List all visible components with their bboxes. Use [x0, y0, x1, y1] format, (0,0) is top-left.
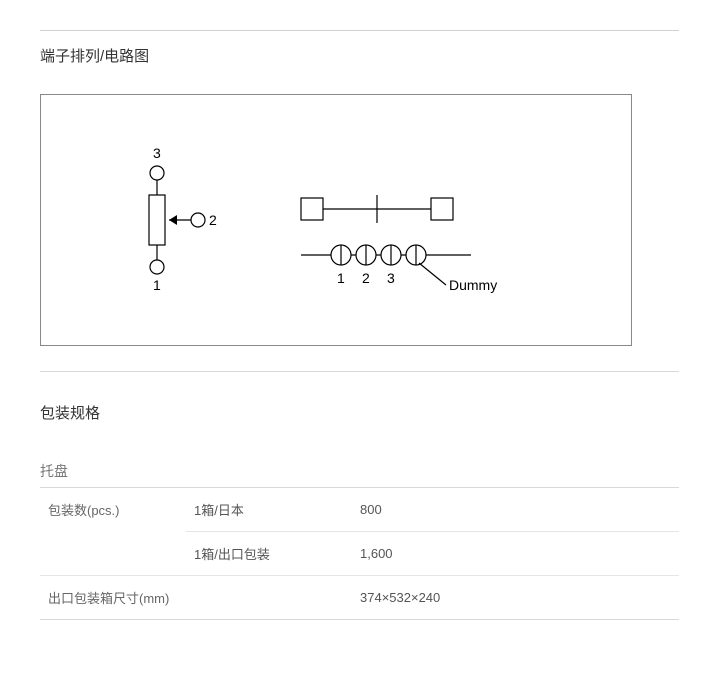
spec-value: 1,600	[352, 532, 679, 576]
packaging-spec-section: 包装规格 托盘 包装数(pcs.) 1箱/日本 800 1箱/出口包装 1,60…	[40, 402, 679, 620]
footprint-pin-1: 1	[337, 270, 345, 286]
left-schematic: 3 1 2	[149, 145, 217, 293]
packaging-spec-table: 包装数(pcs.) 1箱/日本 800 1箱/出口包装 1,600 出口包装箱尺…	[40, 488, 679, 619]
pin-label-2: 2	[209, 212, 217, 228]
spec-label	[40, 532, 186, 576]
spec-variant: 1箱/日本	[186, 488, 352, 532]
pin-label-3: 3	[153, 145, 161, 161]
table-row: 包装数(pcs.) 1箱/日本 800	[40, 488, 679, 532]
spec-variant	[186, 576, 352, 620]
terminal-diagram-section: 端子排列/电路图 3 1	[40, 45, 679, 372]
right-footprint: 1 2 3 Dummy	[301, 195, 497, 293]
spec-label: 包装数(pcs.)	[40, 488, 186, 532]
footprint-pin-3: 3	[387, 270, 395, 286]
spec-variant: 1箱/出口包装	[186, 532, 352, 576]
terminal-diagram-box: 3 1 2	[40, 94, 632, 346]
dummy-label: Dummy	[449, 277, 497, 293]
pin-label-1: 1	[153, 277, 161, 293]
packaging-subtitle: 托盘	[40, 451, 679, 488]
section-end-divider-1	[40, 371, 679, 372]
section-title-terminals: 端子排列/电路图	[40, 45, 679, 74]
spec-value: 374×532×240	[352, 576, 679, 620]
spec-label: 出口包装箱尺寸(mm)	[40, 576, 186, 620]
top-divider	[40, 30, 679, 31]
section-end-divider-2	[40, 619, 679, 620]
table-row: 1箱/出口包装 1,600	[40, 532, 679, 576]
table-row: 出口包装箱尺寸(mm) 374×532×240	[40, 576, 679, 620]
terminal-diagram-svg: 3 1 2	[41, 95, 631, 345]
footprint-pin-2: 2	[362, 270, 370, 286]
spec-value: 800	[352, 488, 679, 532]
section-title-packaging: 包装规格	[40, 402, 679, 431]
